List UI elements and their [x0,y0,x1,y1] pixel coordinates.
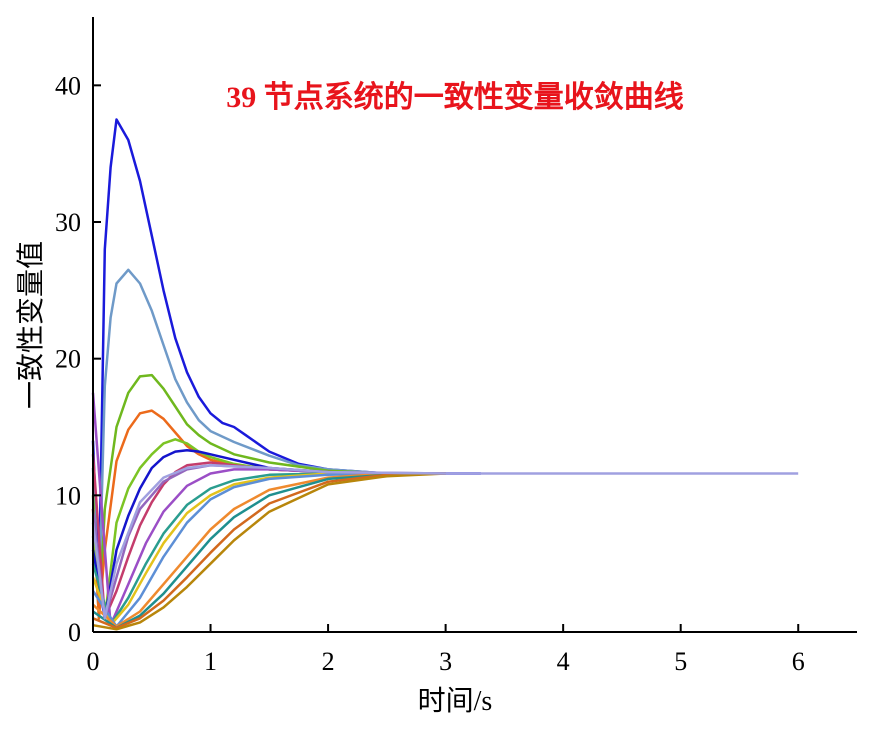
series-layer [91,118,799,631]
series-line-15 [92,472,446,631]
x-tick-label: 0 [87,647,100,676]
series-line-13 [92,472,446,630]
x-axis-ticks: 0 1 2 3 4 5 6 [87,624,805,676]
series-line-17 [91,464,799,620]
x-axis-label: 时间/s [418,685,493,717]
plot-area [91,118,799,631]
x-tick-label: 3 [439,647,452,676]
series-line-3 [91,373,446,620]
y-tick-label: 40 [55,71,81,100]
series-line-11 [91,472,446,628]
series-line-5 [91,438,446,620]
series-line-2 [91,268,446,606]
series-line-14 [92,472,446,630]
y-tick-label: 20 [55,345,81,374]
series-line-12 [92,472,446,628]
series-line-1 [91,118,481,593]
x-tick-label: 2 [322,647,335,676]
y-axis-ticks: 0 10 20 30 40 [55,71,101,647]
y-tick-label: 30 [55,208,81,237]
series-line-8 [91,392,446,627]
x-tick-label: 1 [204,647,217,676]
y-tick-label: 0 [68,618,81,647]
y-tick-label: 10 [55,481,81,510]
x-tick-label: 5 [674,647,687,676]
x-tick-label: 6 [792,647,805,676]
chart-title: 39 节点系统的一致性变量收敛曲线 [226,80,684,114]
y-axis-label: 一致性变量值 [15,241,47,409]
x-tick-label: 4 [557,647,570,676]
